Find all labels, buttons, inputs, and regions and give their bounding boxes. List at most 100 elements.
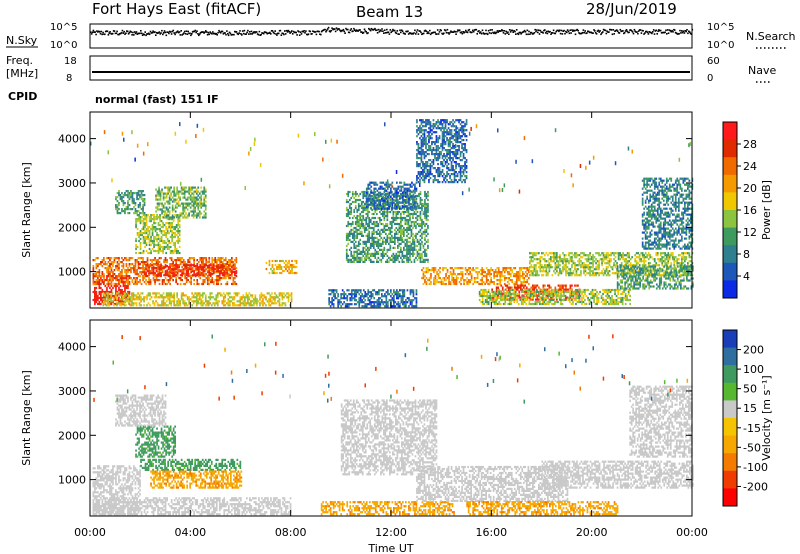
- data-cell: [137, 192, 140, 195]
- data-cell: [376, 207, 379, 210]
- data-cell: [385, 291, 388, 294]
- data-cell: [391, 216, 393, 220]
- data-cell: [409, 301, 412, 304]
- data-cell: [218, 261, 221, 264]
- noise-point: [662, 31, 665, 34]
- data-cell: [363, 202, 366, 206]
- data-cell: [188, 259, 191, 262]
- data-cell: [154, 226, 157, 229]
- data-cell: [163, 239, 166, 243]
- noise-point: [267, 32, 269, 34]
- noise-point: [590, 31, 593, 34]
- data-cell: [419, 238, 422, 241]
- data-cell: [194, 268, 197, 271]
- data-cell: [130, 196, 132, 199]
- data-cell: [157, 271, 159, 274]
- data-cell: [388, 248, 390, 251]
- data-cell: [144, 226, 146, 229]
- noise-point: [435, 33, 437, 35]
- data-cell: [418, 224, 420, 228]
- noise-point: [397, 33, 399, 35]
- data-cell: [122, 290, 125, 294]
- data-cell: [107, 267, 110, 270]
- data-cell: [405, 195, 407, 198]
- data-cell: [366, 224, 369, 228]
- data-cell: [268, 300, 270, 303]
- data-cell: [377, 250, 380, 253]
- noise-point: [436, 33, 438, 35]
- data-cell: [424, 279, 426, 282]
- data-cell: [332, 295, 335, 298]
- data-cell: [199, 277, 202, 280]
- data-cell: [168, 186, 171, 189]
- noise-point: [588, 31, 591, 34]
- data-cell: [403, 181, 406, 184]
- noise-point: [264, 31, 267, 34]
- data-cell: [200, 212, 203, 215]
- data-cell: [357, 214, 360, 218]
- data-cell: [424, 190, 426, 194]
- data-cell: [171, 210, 174, 213]
- data-cell: [361, 293, 364, 296]
- data-cell: [401, 238, 404, 241]
- data-cell: [186, 198, 189, 201]
- data-cell: [162, 230, 164, 233]
- data-cell: [403, 289, 406, 292]
- data-cell: [372, 216, 375, 220]
- data-cell: [183, 210, 186, 213]
- data-cell: [421, 204, 423, 208]
- noise-point: [505, 30, 507, 33]
- data-cell: [427, 192, 429, 196]
- data-cell: [416, 194, 419, 198]
- data-cell: [118, 263, 120, 266]
- data-cell: [340, 295, 342, 298]
- noise-point: [391, 30, 393, 33]
- data-cell: [138, 232, 140, 235]
- data-cell: [285, 265, 287, 269]
- data-cell: [424, 238, 426, 241]
- data-cell: [380, 192, 383, 196]
- data-cell: [369, 258, 372, 261]
- noise-point: [131, 34, 133, 36]
- data-cell: [124, 194, 126, 197]
- data-cell: [401, 240, 404, 243]
- data-cell: [185, 190, 187, 193]
- data-cell: [135, 302, 138, 305]
- data-cell: [356, 234, 359, 237]
- data-cell: [175, 247, 178, 251]
- data-cell: [163, 214, 166, 217]
- data-cell: [125, 257, 128, 260]
- data-cell: [108, 304, 111, 307]
- data-cell: [153, 216, 155, 219]
- data-cell: [121, 273, 123, 276]
- data-cell: [148, 279, 150, 282]
- data-cell: [115, 204, 117, 207]
- data-cell: [412, 226, 414, 230]
- data-cell: [139, 233, 142, 237]
- data-cell: [97, 281, 99, 284]
- data-cell: [127, 269, 129, 272]
- data-cell: [150, 251, 152, 255]
- data-cell: [187, 267, 189, 270]
- noise-point: [560, 29, 563, 32]
- noise-point: [454, 31, 457, 33]
- data-cell: [180, 212, 183, 215]
- noise-point: [578, 32, 580, 34]
- data-cell: [185, 272, 188, 275]
- data-cell: [151, 228, 154, 231]
- data-cell: [347, 222, 350, 226]
- data-cell: [155, 292, 157, 295]
- data-cell: [195, 300, 198, 303]
- data-cell: [163, 274, 165, 277]
- noise-point: [97, 31, 99, 33]
- noise-point: [105, 30, 108, 32]
- data-cell: [383, 240, 386, 243]
- data-cell: [224, 277, 227, 280]
- data-cell: [185, 198, 187, 201]
- data-cell: [350, 212, 353, 216]
- data-cell: [350, 246, 353, 249]
- data-cell: [398, 254, 401, 257]
- noise-point: [101, 33, 103, 36]
- data-cell: [107, 265, 110, 268]
- data-cell: [173, 200, 175, 203]
